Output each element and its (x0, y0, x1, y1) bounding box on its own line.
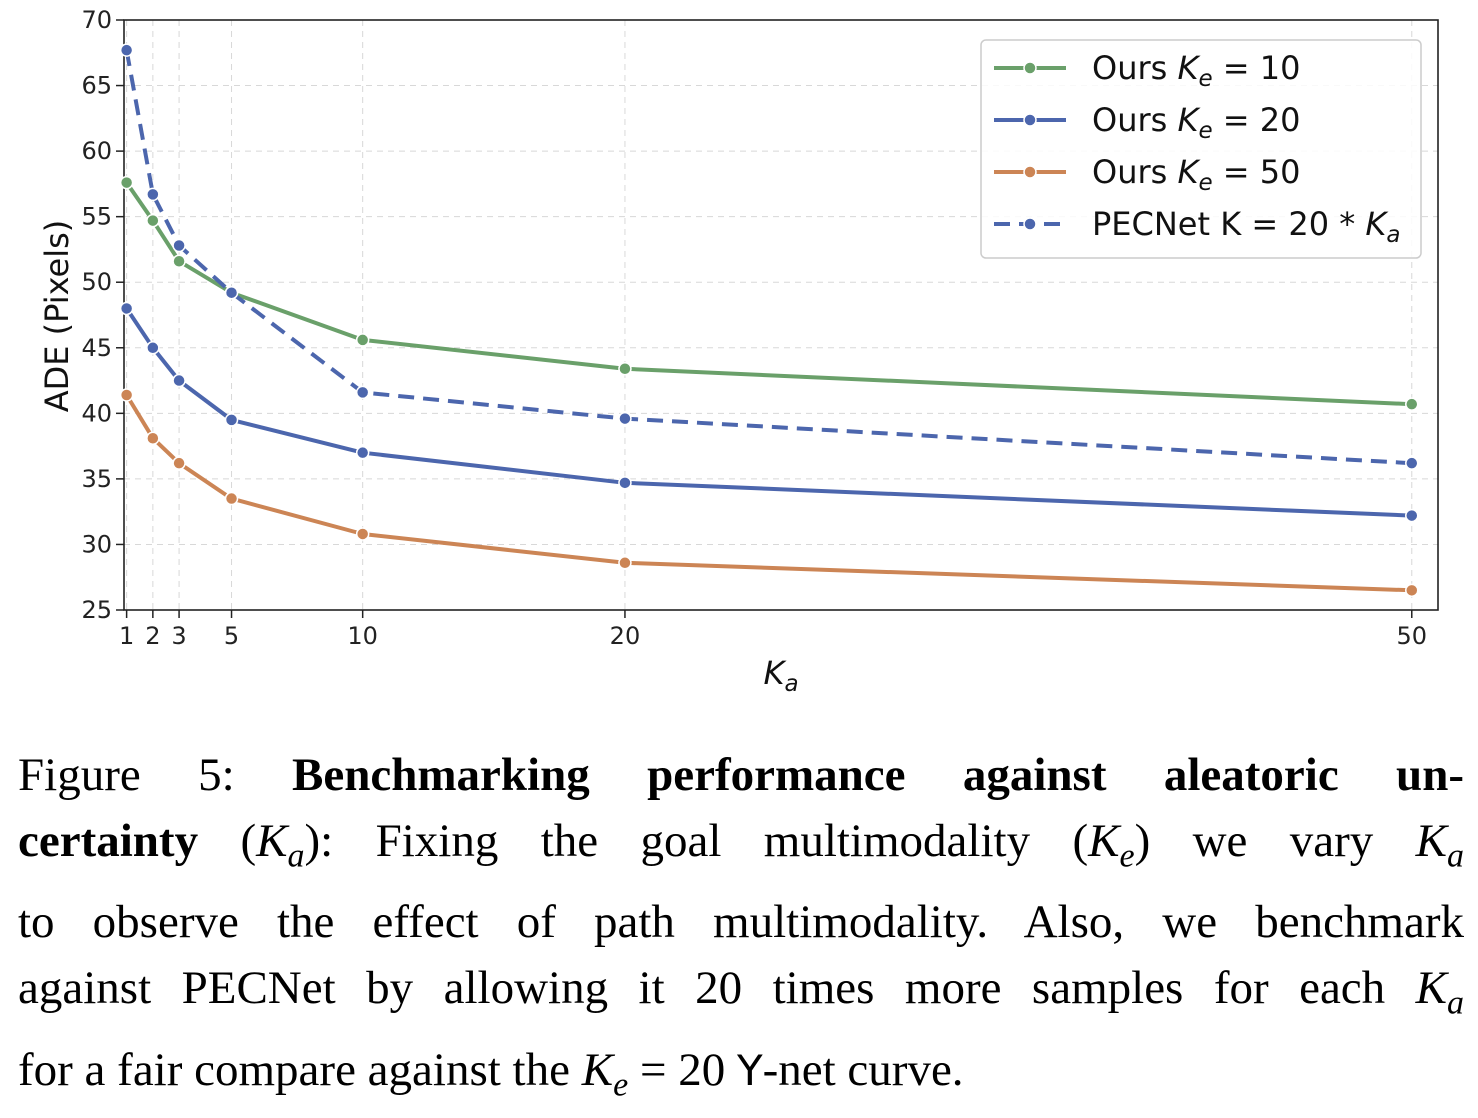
series-3 (119, 43, 1419, 470)
legend-swatch-marker (1023, 113, 1037, 127)
caption-line: Figure 5: Benchmarking performance again… (18, 749, 1464, 801)
y-tick-label: 35 (81, 465, 112, 493)
data-point (1405, 508, 1419, 523)
caption-line: to observe the effect of path multimodal… (18, 896, 1464, 949)
y-tick-label: 50 (81, 268, 112, 296)
y-axis-label: ADE (Pixels) (38, 220, 76, 413)
series-1 (119, 301, 1419, 523)
data-point (224, 285, 239, 300)
x-tick-label: 5 (224, 622, 239, 650)
caption-line: for a fair compare against the Ke = 20 Y… (18, 1043, 964, 1104)
data-point (618, 362, 632, 376)
y-axis: 25 30 35 40 45 50 55 60 65 70 (81, 6, 124, 624)
data-point (119, 388, 134, 402)
figure-caption: Figure 5: Benchmarking performance again… (18, 742, 1464, 1118)
x-axis: 1 2 3 5 10 20 50 (119, 610, 1427, 650)
y-tick-label: 55 (81, 203, 112, 231)
y-tick-label: 30 (81, 530, 112, 558)
data-point (1405, 397, 1419, 411)
legend-entry: Ours Ke​ = 10 (994, 49, 1300, 92)
y-tick-label: 25 (81, 596, 112, 624)
legend-swatch-marker (1023, 61, 1037, 75)
x-tick-label: 50 (1396, 622, 1427, 650)
data-point (224, 413, 239, 427)
x-tick-label: 20 (610, 622, 641, 650)
legend-swatch-marker (1023, 165, 1037, 179)
x-tick-label: 1 (119, 622, 134, 650)
data-point (172, 238, 186, 253)
legend-box (980, 39, 1422, 259)
legend-entry: Ours Ke​ = 50 (994, 153, 1300, 196)
series-line (124, 307, 1412, 518)
data-point (355, 445, 370, 460)
legend-label: PECNet K = 20 * Ka​ (1092, 205, 1401, 248)
y-tick-label: 65 (81, 72, 112, 100)
x-tick-label: 2 (145, 622, 160, 650)
data-point (618, 556, 632, 570)
data-point (172, 254, 186, 268)
x-tick-label: 10 (347, 622, 378, 650)
data-point (119, 301, 134, 316)
data-point (146, 213, 160, 228)
data-point (146, 431, 160, 445)
legend-label: Ours Ke​ = 20 (1092, 101, 1300, 144)
series-line (124, 393, 1412, 593)
data-point (146, 341, 160, 355)
data-point (1405, 456, 1419, 470)
data-point (119, 43, 134, 57)
plot-frame (123, 19, 1439, 611)
data-point (172, 373, 186, 388)
x-axis-label: Ka​ (763, 654, 798, 697)
data-point (355, 333, 370, 347)
data-point (1405, 583, 1419, 598)
data-point (618, 476, 632, 490)
series-2 (119, 388, 1419, 598)
data-point (618, 411, 632, 426)
legend-entry: Ours Ke​ = 20 (994, 101, 1300, 144)
series-lines (119, 43, 1419, 598)
legend: Ours Ke​ = 10 Ours Ke​ = 20 Ours Ke​ = 50 P… (980, 39, 1422, 259)
data-point (172, 456, 186, 470)
x-tick-label: 3 (171, 622, 186, 650)
data-point (224, 491, 239, 506)
data-point (119, 175, 134, 190)
y-tick-label: 45 (81, 334, 112, 362)
caption-line: certainty (Ka): Fixing the goal multimod… (18, 815, 1465, 875)
y-tick-label: 70 (81, 6, 112, 34)
legend-swatch-marker (1023, 217, 1037, 231)
caption-line: against PECNet by allowing it 20 times m… (18, 962, 1464, 1022)
chart-figure: 25 30 35 40 45 50 55 60 65 70 1 2 3 5 10 20 50 ADE (Pix… (38, 6, 1439, 697)
data-point (146, 187, 160, 202)
legend-label: Ours Ke​ = 50 (1092, 153, 1300, 196)
legend-entry: PECNet K = 20 * Ka​ (994, 205, 1401, 248)
data-point (355, 385, 370, 400)
y-tick-label: 40 (81, 399, 112, 427)
legend-label: Ours Ke​ = 10 (1092, 49, 1300, 92)
data-point (355, 527, 370, 541)
y-tick-label: 60 (81, 137, 112, 165)
